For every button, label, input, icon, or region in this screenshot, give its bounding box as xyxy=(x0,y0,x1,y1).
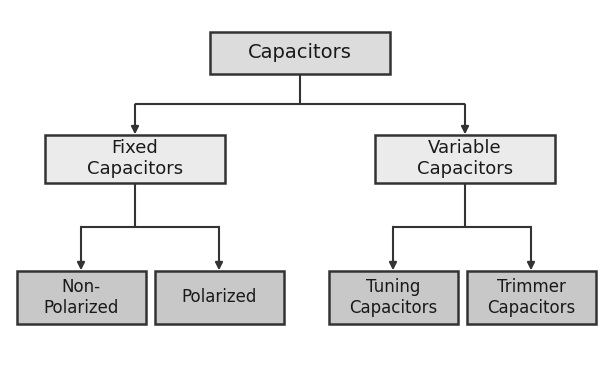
FancyBboxPatch shape xyxy=(210,32,390,74)
Text: Fixed
Capacitors: Fixed Capacitors xyxy=(87,139,183,178)
Text: Non-
Polarized: Non- Polarized xyxy=(43,278,119,317)
Text: Trimmer
Capacitors: Trimmer Capacitors xyxy=(487,278,575,317)
FancyBboxPatch shape xyxy=(467,271,595,324)
FancyBboxPatch shape xyxy=(155,271,284,324)
Text: Tuning
Capacitors: Tuning Capacitors xyxy=(349,278,437,317)
Text: Polarized: Polarized xyxy=(181,288,257,307)
FancyBboxPatch shape xyxy=(329,271,458,324)
FancyBboxPatch shape xyxy=(17,271,146,324)
Text: Capacitors: Capacitors xyxy=(248,43,352,62)
FancyBboxPatch shape xyxy=(45,135,225,182)
FancyBboxPatch shape xyxy=(375,135,555,182)
Text: Variable
Capacitors: Variable Capacitors xyxy=(417,139,513,178)
